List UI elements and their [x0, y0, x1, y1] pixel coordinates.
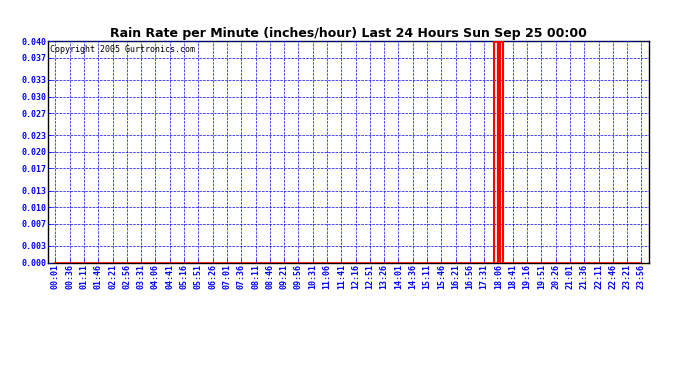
- Text: Copyright 2005 Gurtronics.com: Copyright 2005 Gurtronics.com: [50, 45, 195, 54]
- Title: Rain Rate per Minute (inches/hour) Last 24 Hours Sun Sep 25 00:00: Rain Rate per Minute (inches/hour) Last …: [110, 27, 587, 40]
